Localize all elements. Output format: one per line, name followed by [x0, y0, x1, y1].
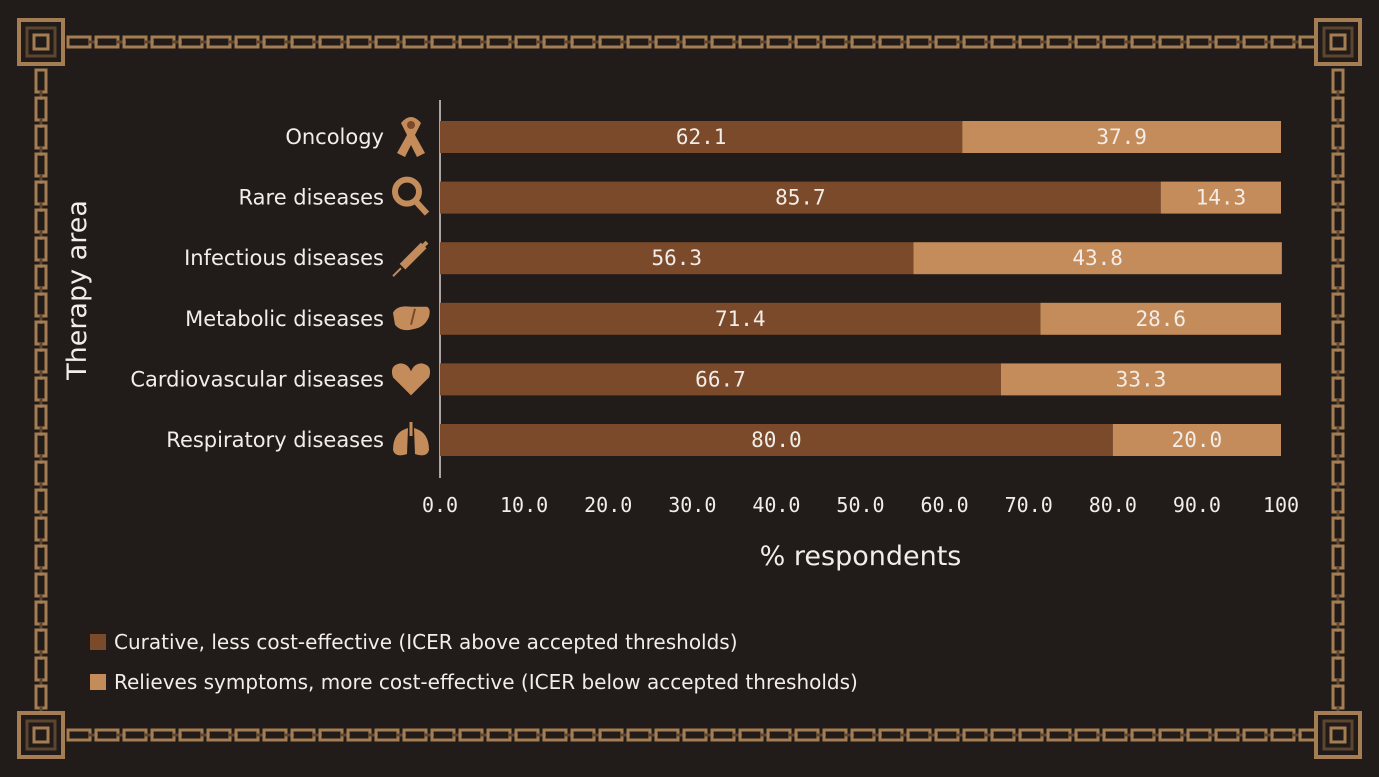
- x-tick-label: 30.0: [668, 493, 716, 517]
- bar-curative: [440, 302, 1041, 335]
- syringe-icon: [392, 240, 429, 277]
- data-label: 43.8: [1072, 246, 1123, 270]
- bar-relieves: [913, 242, 1282, 275]
- magnifier-icon: [392, 176, 430, 216]
- data-label: 80.0: [751, 428, 802, 452]
- x-tick-label: 40.0: [752, 493, 800, 517]
- data-label: 28.6: [1135, 307, 1186, 331]
- liver-icon: [393, 306, 430, 331]
- chain-right: [1331, 68, 1345, 716]
- x-tick-label: 90.0: [1173, 493, 1221, 517]
- data-label: 56.3: [651, 246, 702, 270]
- category-label: Infectious diseases: [184, 246, 384, 270]
- chain-top: [66, 35, 1330, 49]
- data-label: 62.1: [676, 125, 727, 149]
- legend-label-relieves: Relieves symptoms, more cost-effective (…: [114, 670, 858, 694]
- category-label: Rare diseases: [239, 186, 384, 210]
- data-label: 66.7: [695, 367, 746, 391]
- legend-swatch-relieves: [90, 674, 106, 690]
- data-label: 85.7: [775, 186, 826, 210]
- bar-curative: [440, 363, 1001, 396]
- legend-item-relieves: Relieves symptoms, more cost-effective (…: [90, 662, 858, 702]
- bar-relieves: [1000, 363, 1281, 396]
- corner-bottom-right: [1314, 711, 1362, 759]
- data-label: 20.0: [1172, 428, 1223, 452]
- x-axis-title: % respondents: [760, 541, 962, 572]
- legend: Curative, less cost-effective (ICER abov…: [90, 622, 858, 702]
- bar-relieves: [1160, 181, 1281, 214]
- x-tick-label: 70.0: [1005, 493, 1053, 517]
- bar-curative: [440, 242, 914, 275]
- data-label: 14.3: [1196, 186, 1247, 210]
- bar-curative: [440, 181, 1161, 214]
- legend-label-curative: Curative, less cost-effective (ICER abov…: [114, 630, 738, 654]
- corner-top-left: [17, 18, 65, 66]
- x-tick-label: 100: [1263, 493, 1299, 517]
- heart-icon: [391, 363, 431, 396]
- ribbon-icon: [397, 117, 425, 157]
- bar-relieves: [1040, 302, 1281, 335]
- x-tick-label: 20.0: [584, 493, 632, 517]
- x-tick-label: 10.0: [500, 493, 548, 517]
- legend-swatch-curative: [90, 634, 106, 650]
- legend-item-curative: Curative, less cost-effective (ICER abov…: [90, 622, 858, 662]
- lungs-icon: [393, 422, 429, 456]
- data-label: 33.3: [1116, 367, 1167, 391]
- x-tick-label: 80.0: [1089, 493, 1137, 517]
- x-tick-label: 60.0: [921, 493, 969, 517]
- bar-curative: [440, 424, 1113, 456]
- x-tick-label: 0.0: [422, 493, 458, 517]
- data-label: 37.9: [1096, 125, 1147, 149]
- y-axis-title: Therapy area: [62, 200, 93, 381]
- bar-relieves: [962, 121, 1281, 153]
- corner-bottom-left: [17, 711, 65, 759]
- x-tick-label: 50.0: [836, 493, 884, 517]
- category-label: Metabolic diseases: [185, 307, 384, 331]
- corner-top-right: [1314, 18, 1362, 66]
- bar-relieves: [1112, 424, 1281, 456]
- category-label: Cardiovascular diseases: [130, 367, 384, 391]
- chain-left: [34, 68, 48, 716]
- chain-bottom: [66, 728, 1330, 742]
- bar-curative: [440, 121, 963, 153]
- data-label: 71.4: [715, 307, 766, 331]
- category-label: Respiratory diseases: [166, 428, 384, 452]
- category-label: Oncology: [285, 125, 384, 149]
